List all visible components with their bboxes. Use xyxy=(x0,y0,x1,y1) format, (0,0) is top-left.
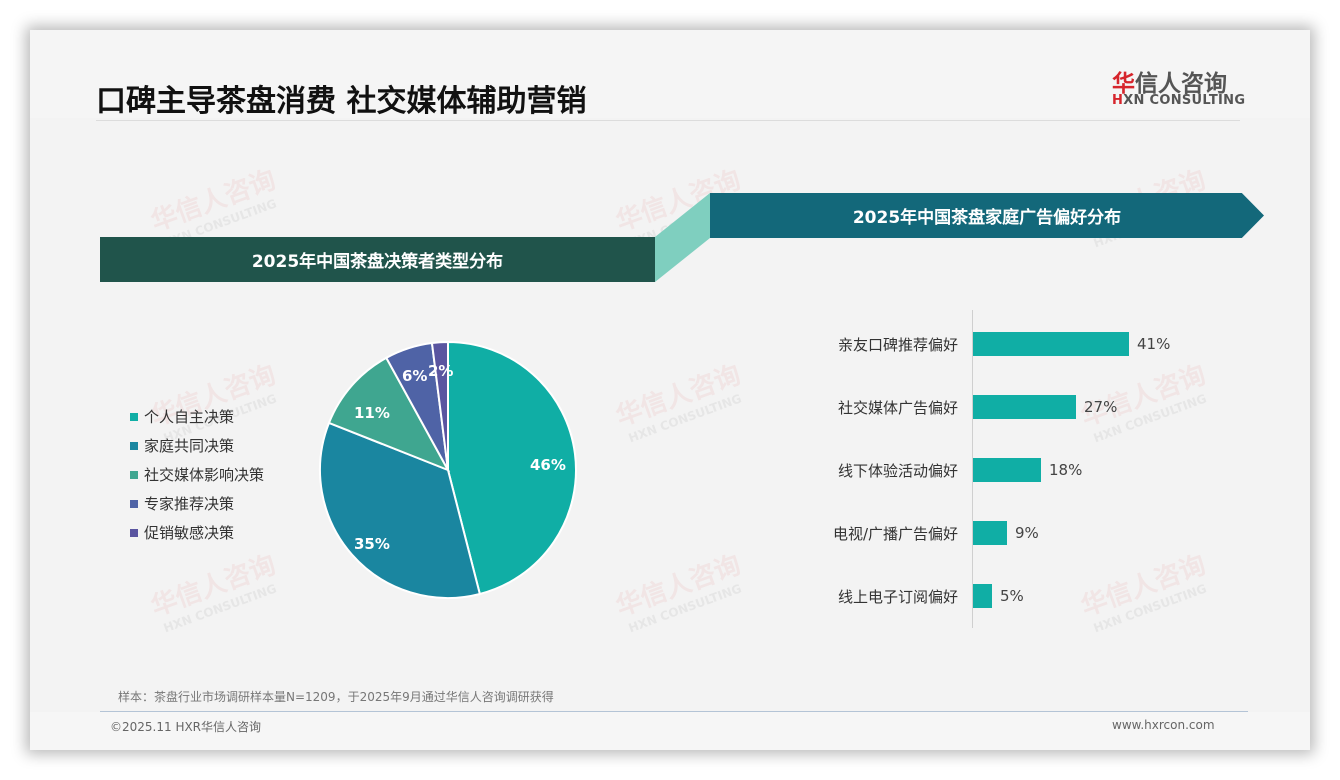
pie-legend: 个人自主决策 家庭共同决策 社交媒体影响决策 专家推荐决策 促销敏感决策 xyxy=(130,402,264,547)
logo-mark: 华 xyxy=(1112,71,1135,97)
band-connector xyxy=(655,193,710,282)
pie-label: 46% xyxy=(530,456,566,474)
footer xyxy=(30,712,1310,750)
title-divider xyxy=(96,120,1240,121)
bar-value: 41% xyxy=(1137,335,1171,353)
bar xyxy=(973,458,1041,482)
pie-slice xyxy=(319,421,482,599)
legend-item: 个人自主决策 xyxy=(130,402,264,431)
pie-label: 35% xyxy=(354,535,390,553)
pie-chart: 46% 35% 11% 6% 2% xyxy=(318,340,578,600)
logo-text: 信人咨询 xyxy=(1135,71,1227,97)
sample-note: 样本：茶盘行业市场调研样本量N=1209，于2025年9月通过华信人咨询调研获得 xyxy=(118,690,554,704)
legend-item: 社交媒体影响决策 xyxy=(130,460,264,489)
legend-swatch xyxy=(130,412,138,421)
legend-item: 专家推荐决策 xyxy=(130,489,264,518)
bar-value: 9% xyxy=(1015,524,1039,542)
legend-swatch xyxy=(130,470,138,479)
bar-label: 线上电子订阅偏好 xyxy=(837,587,958,606)
website-link[interactable]: www.hxrcon.com xyxy=(1112,718,1215,732)
bar-row: 亲友口碑推荐偏好 41% xyxy=(790,332,1170,356)
bar-value: 18% xyxy=(1049,461,1083,479)
bar-chart: 亲友口碑推荐偏好 41% 社交媒体广告偏好 27% 线下体验活动偏好 18% 电… xyxy=(790,310,1230,630)
brand-logo: 华信人咨询 xyxy=(1112,64,1227,98)
bar-label: 电视/广播广告偏好 xyxy=(832,524,958,543)
slide: 口碑主导茶盘消费 社交媒体辅助营销 华信人咨询 HXN CONSULTING 华… xyxy=(30,30,1310,750)
pie-slice xyxy=(327,356,451,472)
section-header-decision-types: 2025年中国茶盘决策者类型分布 xyxy=(100,237,655,282)
footer-divider xyxy=(100,711,1248,712)
pie-label: 11% xyxy=(354,404,390,422)
bar-row: 社交媒体广告偏好 27% xyxy=(790,395,1117,419)
logo-en-mark: H xyxy=(1112,93,1124,108)
bar-label: 线下体验活动偏好 xyxy=(837,461,958,480)
pie-label: 2% xyxy=(428,362,454,380)
bar xyxy=(973,584,992,608)
legend-swatch xyxy=(130,441,138,450)
bar xyxy=(973,332,1129,356)
bar-value: 27% xyxy=(1084,398,1118,416)
bar-row: 电视/广播广告偏好 9% xyxy=(790,521,1039,545)
pie-graphic xyxy=(319,340,577,599)
legend-item: 促销敏感决策 xyxy=(130,518,264,547)
pie-label: 6% xyxy=(402,367,428,385)
bar xyxy=(973,521,1007,545)
bar xyxy=(973,395,1076,419)
logo-en-text: XN CONSULTING xyxy=(1123,93,1246,108)
bar-axis xyxy=(972,310,973,628)
title-band xyxy=(30,30,1310,118)
bar-label: 社交媒体广告偏好 xyxy=(837,398,958,417)
page-title: 口碑主导茶盘消费 社交媒体辅助营销 xyxy=(96,84,587,119)
bar-row: 线上电子订阅偏好 5% xyxy=(790,584,1024,608)
section-header-ad-preference: 2025年中国茶盘家庭广告偏好分布 xyxy=(710,193,1264,238)
bar-value: 5% xyxy=(1000,587,1024,605)
pie-slice xyxy=(430,340,449,471)
brand-logo-en: HXN CONSULTING xyxy=(1112,93,1245,108)
pie-slice xyxy=(447,340,577,596)
legend-swatch xyxy=(130,528,138,537)
bar-label: 亲友口碑推荐偏好 xyxy=(837,335,958,354)
copyright: ©2025.11 HXR华信人咨询 xyxy=(110,720,262,734)
bar-row: 线下体验活动偏好 18% xyxy=(790,458,1082,482)
legend-item: 家庭共同决策 xyxy=(130,431,264,460)
legend-swatch xyxy=(130,499,138,508)
